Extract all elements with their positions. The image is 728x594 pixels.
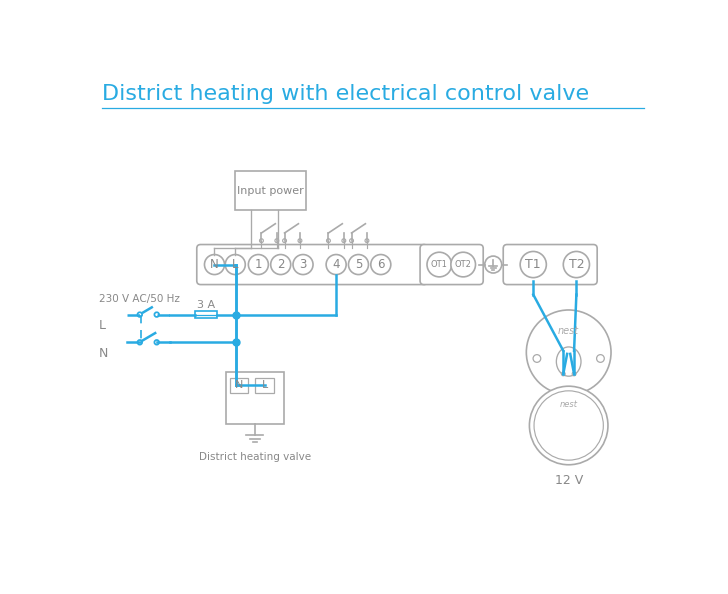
Circle shape bbox=[225, 255, 245, 274]
Text: 4: 4 bbox=[333, 258, 340, 271]
Circle shape bbox=[154, 340, 159, 345]
Circle shape bbox=[342, 239, 346, 242]
Text: District heating valve: District heating valve bbox=[199, 451, 311, 462]
Text: nest: nest bbox=[558, 326, 579, 336]
Circle shape bbox=[526, 310, 611, 394]
Circle shape bbox=[154, 312, 159, 317]
Text: 12 V: 12 V bbox=[555, 474, 583, 487]
Text: 3: 3 bbox=[299, 258, 306, 271]
FancyBboxPatch shape bbox=[230, 378, 248, 393]
Text: 1: 1 bbox=[255, 258, 262, 271]
Text: L: L bbox=[99, 319, 106, 332]
Circle shape bbox=[521, 251, 546, 277]
Circle shape bbox=[533, 355, 541, 362]
Circle shape bbox=[298, 239, 302, 242]
Circle shape bbox=[349, 255, 368, 274]
Circle shape bbox=[138, 340, 142, 345]
FancyBboxPatch shape bbox=[256, 378, 274, 393]
FancyBboxPatch shape bbox=[197, 245, 428, 285]
Text: Input power: Input power bbox=[237, 186, 304, 195]
Circle shape bbox=[596, 355, 604, 362]
Text: N: N bbox=[99, 347, 108, 359]
Circle shape bbox=[451, 252, 475, 277]
Circle shape bbox=[275, 239, 279, 242]
Circle shape bbox=[293, 255, 313, 274]
FancyBboxPatch shape bbox=[226, 372, 284, 424]
FancyBboxPatch shape bbox=[195, 311, 217, 318]
Circle shape bbox=[205, 255, 224, 274]
Text: OT1: OT1 bbox=[431, 260, 448, 269]
FancyBboxPatch shape bbox=[562, 396, 576, 405]
Circle shape bbox=[248, 255, 269, 274]
Circle shape bbox=[371, 255, 391, 274]
Circle shape bbox=[349, 239, 354, 242]
Text: nest: nest bbox=[560, 400, 578, 409]
Text: 6: 6 bbox=[377, 258, 384, 271]
Circle shape bbox=[271, 255, 290, 274]
Circle shape bbox=[529, 386, 608, 465]
Circle shape bbox=[563, 251, 590, 277]
Circle shape bbox=[485, 256, 502, 273]
Circle shape bbox=[561, 372, 565, 376]
Text: L: L bbox=[261, 380, 268, 390]
Circle shape bbox=[327, 239, 331, 242]
Text: T2: T2 bbox=[569, 258, 584, 271]
Text: District heating with electrical control valve: District heating with electrical control… bbox=[102, 84, 589, 105]
Text: T1: T1 bbox=[526, 258, 541, 271]
Circle shape bbox=[534, 391, 604, 460]
Circle shape bbox=[259, 239, 264, 242]
Circle shape bbox=[138, 312, 142, 317]
Circle shape bbox=[282, 239, 287, 242]
FancyBboxPatch shape bbox=[235, 172, 306, 210]
Text: L: L bbox=[232, 258, 239, 271]
Circle shape bbox=[326, 255, 346, 274]
Circle shape bbox=[365, 239, 369, 242]
Text: N: N bbox=[210, 258, 219, 271]
Text: N: N bbox=[235, 380, 243, 390]
Text: OT2: OT2 bbox=[455, 260, 472, 269]
Text: 3 A: 3 A bbox=[197, 299, 215, 309]
Text: 2: 2 bbox=[277, 258, 285, 271]
FancyBboxPatch shape bbox=[503, 245, 597, 285]
Text: 230 V AC/50 Hz: 230 V AC/50 Hz bbox=[99, 294, 180, 304]
Circle shape bbox=[427, 252, 451, 277]
Text: 5: 5 bbox=[355, 258, 362, 271]
FancyBboxPatch shape bbox=[420, 245, 483, 285]
Circle shape bbox=[572, 372, 576, 376]
Ellipse shape bbox=[556, 347, 581, 376]
